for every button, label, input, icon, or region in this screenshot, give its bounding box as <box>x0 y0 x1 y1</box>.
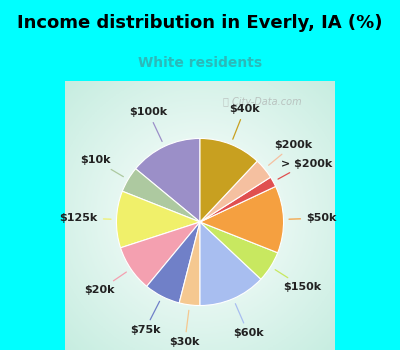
Wedge shape <box>179 222 200 306</box>
Text: $30k: $30k <box>170 310 200 347</box>
Text: $60k: $60k <box>233 304 264 338</box>
Text: $200k: $200k <box>268 140 312 165</box>
Text: $150k: $150k <box>275 270 322 292</box>
Wedge shape <box>200 139 257 222</box>
Wedge shape <box>136 139 200 222</box>
Wedge shape <box>200 177 276 222</box>
Text: $40k: $40k <box>229 104 260 139</box>
Text: > $200k: > $200k <box>278 159 332 179</box>
Wedge shape <box>200 187 284 253</box>
Text: White residents: White residents <box>138 56 262 70</box>
Text: Income distribution in Everly, IA (%): Income distribution in Everly, IA (%) <box>17 14 383 32</box>
Wedge shape <box>122 169 200 222</box>
Wedge shape <box>200 222 278 279</box>
Text: $50k: $50k <box>289 213 336 223</box>
Text: $10k: $10k <box>80 155 123 177</box>
Wedge shape <box>147 222 200 303</box>
Text: $75k: $75k <box>130 301 160 335</box>
Text: ⓘ City-Data.com: ⓘ City-Data.com <box>223 97 302 107</box>
Text: $20k: $20k <box>84 272 126 295</box>
Text: $100k: $100k <box>129 107 168 141</box>
Wedge shape <box>200 222 261 306</box>
Wedge shape <box>116 191 200 248</box>
Wedge shape <box>120 222 200 286</box>
Wedge shape <box>200 161 270 222</box>
Text: $125k: $125k <box>60 213 111 223</box>
